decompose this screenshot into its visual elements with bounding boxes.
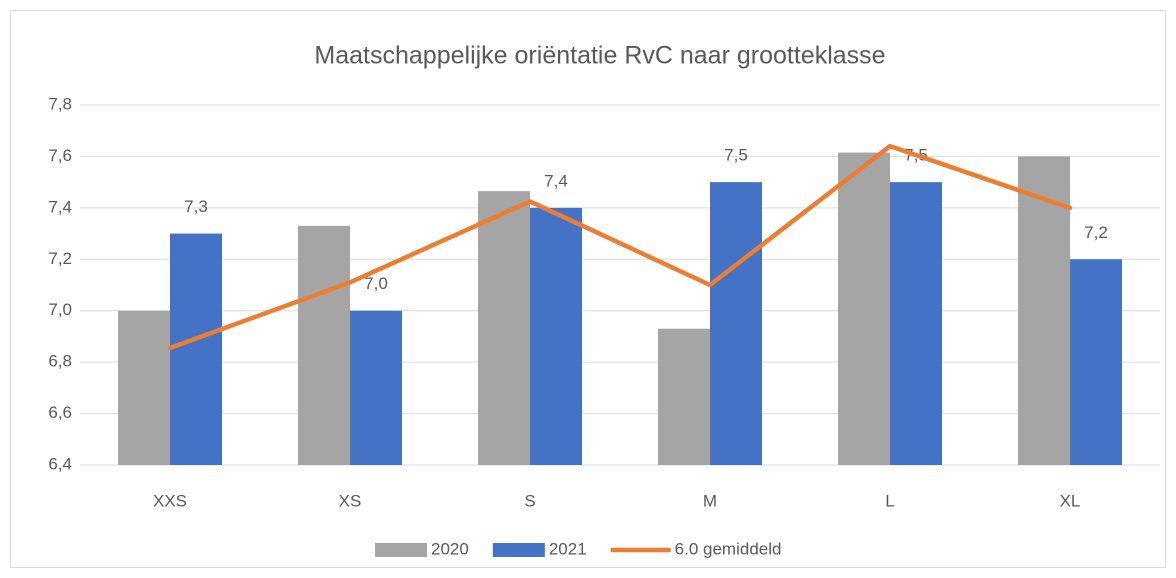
data-label: 7,3	[184, 197, 208, 216]
legend-swatch	[492, 543, 545, 557]
line-series	[167, 143, 1073, 351]
data-label: 7,5	[724, 146, 748, 165]
bar	[298, 225, 350, 465]
legend-swatch	[375, 543, 427, 557]
x-tick-label: L	[885, 491, 894, 510]
bar	[118, 310, 170, 465]
y-tick-label: 7,6	[48, 146, 72, 165]
x-tick-label: M	[703, 491, 717, 510]
x-tick-label: XS	[339, 491, 362, 510]
x-tick-label: XXS	[153, 491, 187, 510]
y-tick-label: 6,4	[48, 454, 72, 473]
y-tick-label: 7,2	[48, 249, 72, 268]
bar	[530, 207, 582, 465]
legend-label: 6.0 gemiddeld	[675, 539, 782, 558]
bar	[1070, 259, 1122, 465]
legend-label: 2020	[431, 539, 469, 558]
data-label: 7,2	[1084, 223, 1108, 242]
bar	[838, 152, 890, 466]
y-tick-label: 7,8	[48, 94, 72, 113]
y-tick-label: 6,8	[48, 352, 72, 371]
y-tick-label: 6,6	[48, 403, 72, 422]
bar	[1018, 156, 1070, 465]
bar	[890, 182, 942, 465]
bar	[710, 182, 762, 465]
bar	[350, 310, 402, 465]
chart-title: Maatschappelijke oriëntatie RvC naar gro…	[314, 42, 885, 70]
bar	[478, 191, 530, 465]
bar	[170, 233, 222, 465]
x-tick-label: S	[524, 491, 535, 510]
data-label: 7,0	[364, 274, 388, 293]
x-tick-label: XL	[1060, 491, 1081, 510]
y-tick-label: 7,0	[48, 300, 72, 319]
bar	[658, 328, 710, 465]
y-tick-label: 7,4	[48, 197, 72, 216]
data-label: 7,4	[544, 171, 568, 190]
legend-label: 2021	[549, 539, 587, 558]
